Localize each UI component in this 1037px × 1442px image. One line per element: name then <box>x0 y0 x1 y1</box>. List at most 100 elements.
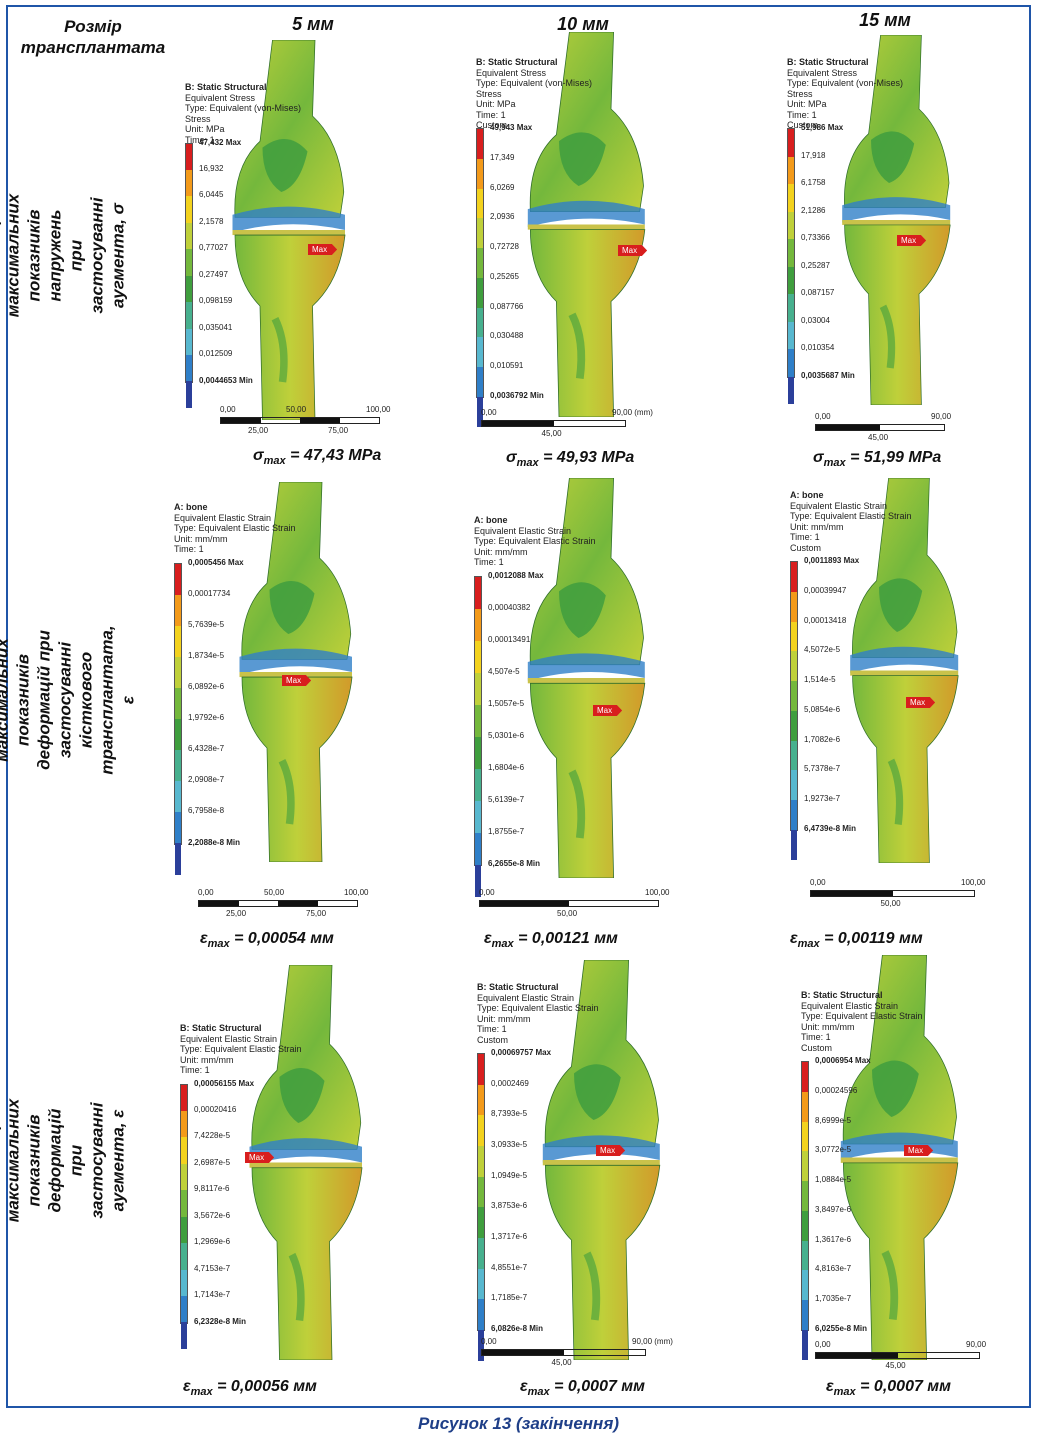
legend-color-segment <box>475 672 481 705</box>
legend-color-segment <box>791 710 797 741</box>
scale-label-bottom: 45,00 <box>868 433 889 442</box>
legend-color-segment <box>175 843 181 875</box>
legend-tick-label: 1,7185e-7 <box>491 1293 528 1303</box>
max-value-result: σmax = 49,93 MPa <box>506 449 634 469</box>
joint-line <box>249 1162 362 1168</box>
scale-bar-segment <box>482 1350 564 1355</box>
scale-label-top: 0,00 <box>815 1340 831 1349</box>
legend-tick-label: 0,087766 <box>490 301 524 311</box>
legend-header-line: Type: Equivalent Elastic Strain <box>174 523 296 533</box>
legend-header-line: Custom <box>477 1034 509 1045</box>
legend-header: A: bone Equivalent Elastic Strain Type: Eq… <box>174 502 304 555</box>
max-marker: Max <box>618 245 648 256</box>
legend-tick-label: 1,8734e-5 <box>188 650 225 660</box>
legend-color-segment <box>475 608 481 641</box>
scale-bar-segment <box>816 425 880 430</box>
legend-header-line: B: Static Structural <box>185 82 267 92</box>
legend-header-line: Unit: mm/mm <box>174 533 228 544</box>
legend-header: B: Static Structural Equivalent Stress Typ… <box>787 57 917 131</box>
legend-color-segment <box>788 184 794 212</box>
legend-header-line: A: bone <box>790 490 824 500</box>
scale-label-top: 100,00 <box>645 888 670 897</box>
scale-label-top: 90,00 <box>931 412 952 421</box>
result-subscript: max <box>263 455 286 467</box>
legend-tick-label: 0,73366 <box>801 233 830 243</box>
legend-color-segment <box>477 396 483 427</box>
femur-shape <box>529 31 644 213</box>
scale-bar-track <box>815 424 945 431</box>
legend-tick-label: 1,7082e-6 <box>804 734 841 744</box>
legend-color-segment <box>477 218 483 249</box>
legend-header: A: bone Equivalent Elastic Strain Type: Eq… <box>474 515 604 568</box>
legend-tick-label: 6,4328e-7 <box>188 744 225 754</box>
legend-tick-label: 0,00013491 <box>488 634 531 644</box>
legend-color-segment <box>802 1121 808 1152</box>
legend-header-line: Type: Equivalent Elastic Strain <box>477 1003 599 1013</box>
max-marker: Max <box>904 1145 934 1156</box>
legend-header-line: Unit: MPa <box>185 124 225 134</box>
legend-tick-label: 0,00020416 <box>194 1104 237 1114</box>
legend-tick-label: 6,0892e-6 <box>188 681 225 691</box>
knee-model <box>225 39 350 425</box>
tibia-contour <box>881 1250 899 1321</box>
legend-colorbar <box>790 561 798 860</box>
knee-model-svg <box>527 477 646 879</box>
legend-color-segment <box>788 239 794 267</box>
legend-tick-label: 8,7393e-5 <box>491 1109 528 1119</box>
legend-tick-label: 1,6804e-6 <box>488 762 525 772</box>
tibia-contour <box>887 758 904 826</box>
tibia-shape <box>852 675 959 864</box>
max-marker: Max <box>596 1145 626 1156</box>
legend-color-segment <box>475 576 481 609</box>
legend-header: B: Static Structural Equivalent Stress Typ… <box>476 57 606 131</box>
legend-color-segment <box>477 158 483 189</box>
knee-model <box>520 31 650 422</box>
legend-header-line: Unit: mm/mm <box>474 546 528 557</box>
legend-header-line: Equivalent Elastic Strain <box>474 525 572 536</box>
legend-header: B: Static Structural Equivalent Elastic S… <box>477 982 607 1045</box>
condyle-shape <box>872 1060 919 1117</box>
legend-color-segment <box>802 1181 808 1211</box>
legend-header-line: Equivalent Stress <box>185 92 256 103</box>
legend-tick-label: 3,5672e-6 <box>194 1210 231 1220</box>
contour-legend: B: Static Structural Equivalent Stress Typ… <box>787 57 917 405</box>
result-value: = 0,00119 мм <box>819 930 923 947</box>
legend-tick-label: 3,0933e-5 <box>491 1140 528 1149</box>
scale-label-top: 100,00 <box>366 405 391 414</box>
legend-colorbar <box>801 1061 809 1360</box>
max-value-result: εmax = 0,00119 мм <box>790 930 923 950</box>
legend-color-segment <box>175 719 181 751</box>
legend-tick-label: 0,0044653 Min <box>199 375 253 385</box>
legend-tick-label: 4,7153e-7 <box>194 1263 231 1273</box>
max-marker: Max <box>897 235 927 246</box>
result-subscript: max <box>833 1386 856 1398</box>
tibia-contour <box>568 769 586 839</box>
legend-header-line: Equivalent Stress <box>787 67 858 78</box>
scale-label-bottom: 50,00 <box>557 909 578 918</box>
result-value: = 51,99 MPa <box>845 449 942 466</box>
legend-color-segment <box>175 781 181 813</box>
legend-header-line: A: bone <box>174 502 208 512</box>
legend-color-segment <box>802 1062 808 1092</box>
tibia-contour <box>288 1252 305 1322</box>
tibia-shape <box>234 234 346 421</box>
legend-color-segment <box>181 1084 187 1111</box>
legend-tick-label: 1,514e-5 <box>804 675 836 685</box>
legend-tick-label: 4,507e-5 <box>488 666 520 676</box>
scale-label-top: 0,00 <box>479 888 495 897</box>
legend-header-line: Type: Equivalent Elastic Strain <box>790 511 912 521</box>
legend-tick-label: 0,0002469 <box>491 1078 529 1088</box>
legend-tick-label: 5,7639e-5 <box>188 619 225 629</box>
tibia-contour <box>271 316 288 383</box>
legend-tick-label: 1,3717e-6 <box>491 1232 528 1241</box>
legend-color-segment <box>181 1110 187 1138</box>
legend-header-line: Type: Equivalent (von-Mises) Stress <box>787 78 904 99</box>
joint-line <box>850 670 959 676</box>
result-subscript: max <box>516 457 539 469</box>
knee-model-svg <box>527 31 646 418</box>
legend-color-segment <box>475 704 481 737</box>
legend-color-segment <box>791 621 797 652</box>
legend-tick-label: 0,010591 <box>490 361 524 371</box>
legend-color-segment <box>478 1054 484 1085</box>
max-value-result: σmax = 47,43 MPa <box>253 447 381 467</box>
